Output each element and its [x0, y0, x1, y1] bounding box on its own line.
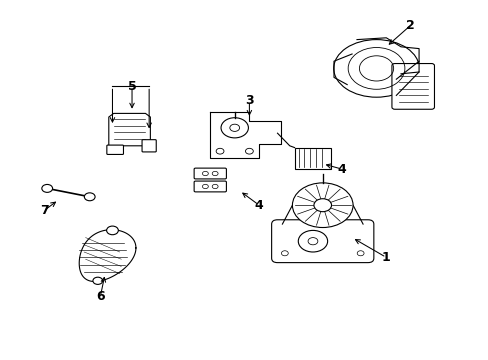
FancyBboxPatch shape	[194, 181, 226, 192]
Circle shape	[84, 193, 95, 201]
Text: 6: 6	[96, 291, 104, 303]
FancyBboxPatch shape	[142, 140, 156, 152]
Text: 7: 7	[40, 204, 48, 217]
Circle shape	[281, 251, 288, 256]
Text: 5: 5	[127, 80, 136, 93]
Circle shape	[313, 199, 331, 212]
Polygon shape	[108, 113, 150, 146]
Circle shape	[307, 238, 317, 245]
FancyBboxPatch shape	[271, 220, 373, 263]
Circle shape	[245, 148, 253, 154]
Text: 4: 4	[337, 163, 346, 176]
Circle shape	[202, 171, 208, 176]
Circle shape	[93, 277, 102, 284]
Circle shape	[216, 148, 224, 154]
Circle shape	[298, 230, 327, 252]
Circle shape	[356, 251, 363, 256]
Circle shape	[106, 226, 118, 235]
FancyBboxPatch shape	[391, 63, 433, 109]
FancyBboxPatch shape	[106, 145, 123, 154]
Bar	[294, 148, 331, 169]
Circle shape	[202, 184, 208, 189]
Circle shape	[212, 184, 218, 189]
Circle shape	[221, 118, 248, 138]
Circle shape	[292, 183, 352, 228]
Circle shape	[229, 124, 239, 131]
Text: 4: 4	[254, 199, 263, 212]
FancyBboxPatch shape	[194, 168, 226, 179]
Ellipse shape	[333, 40, 419, 97]
Text: 2: 2	[406, 19, 414, 32]
Circle shape	[42, 184, 53, 192]
Circle shape	[212, 171, 218, 176]
Text: 3: 3	[244, 94, 253, 107]
Text: 1: 1	[381, 251, 390, 264]
